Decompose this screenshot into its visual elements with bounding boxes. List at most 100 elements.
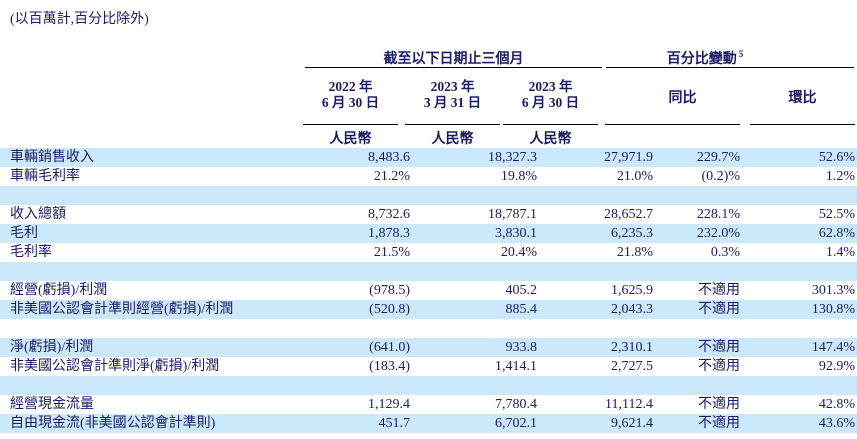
cell-value: 1,414.1 [495,359,537,374]
cell-value [537,186,653,205]
cell-value: 933.8 [505,340,538,355]
units-note: (以百萬計,百分比除外) [10,12,149,27]
cell-value [410,376,537,395]
cell-value: 不適用 [698,340,740,355]
cell-value: 21.5% [373,245,410,260]
date-line: 6 月 30 日 [321,95,380,110]
column-header-2023-06-30: 2023 年 6 月 30 日 [503,79,598,111]
table-row: 車輛銷售收入 8,483.6 18,327.3 27,971.9 229.7% 52.6% [0,148,857,167]
table-row: 車輛毛利率 21.2% 19.8% 21.0% (0.2)% 1.2% [0,167,857,186]
cell-value: 28,652.7 [604,207,653,222]
row-label: 非美國公認會計準則淨(虧損)/利潤 [10,359,220,374]
column-header-qoq: 環比 [788,91,817,106]
cell-value: 11,112.4 [605,397,653,412]
row-label: 車輛銷售收入 [10,150,94,165]
table-row: 收入總額 8,732.6 18,787.1 28,652.7 228.1% 52.5% [0,205,857,224]
cell-value: 8,732.6 [368,207,410,222]
cell-value: 不適用 [698,359,740,374]
row-label: 經營(虧損)/利潤 [10,283,108,298]
cell-value: 42.8% [818,397,855,412]
cell-value: 21.2% [373,169,410,184]
cell-value: 229.7% [696,150,740,165]
cell-value: 228.1% [696,207,740,222]
table-row: 毛利率 21.5% 20.4% 21.8% 0.3% 1.4% [0,243,857,262]
cell-value: 451.7 [378,416,411,431]
cell-value: 92.9% [818,359,855,374]
cell-value [537,376,653,395]
cell-value: (978.5) [369,283,410,298]
table-row: 非美國公認會計準則淨(虧損)/利潤 (183.4) 1,414.1 2,727.5 不適… [0,357,857,376]
cell-value: 7,780.4 [495,397,537,412]
cell-value [740,376,855,395]
cell-value: 52.5% [818,207,855,222]
spacer-row [0,262,857,281]
cell-value: 2,043.3 [611,302,653,317]
cell-value: 不適用 [698,302,740,317]
cell-value [410,319,537,338]
cell-value [303,186,410,205]
cell-value [537,319,653,338]
cell-value [303,319,410,338]
date-line: 2022 年 [328,79,373,94]
spacer-row [0,186,857,205]
cell-value: 1.4% [825,245,855,260]
cell-value [740,186,855,205]
footnote-marker: 5 [738,49,744,60]
cell-value [740,319,855,338]
row-label [0,262,303,281]
row-label [0,319,303,338]
cell-value: (183.4) [369,359,410,374]
column-rule-3 [503,124,598,125]
spacer-row [0,376,857,395]
row-label: 淨(虧損)/利潤 [10,340,94,355]
cell-value: 1.2% [825,169,855,184]
cell-value: 2,727.5 [611,359,653,374]
cell-value [740,262,855,281]
cell-value: 1,625.9 [611,283,653,298]
column-rule-2 [405,124,500,125]
column-header-2022-06-30: 2022 年 6 月 30 日 [303,79,398,111]
cell-value: 27,971.9 [604,150,653,165]
cell-value [653,186,740,205]
period-group-header: 截至以下日期止三個月 [383,52,524,67]
column-rule-5 [750,124,855,125]
cell-value [410,186,537,205]
cell-value: 43.6% [818,416,855,431]
date-line: 6 月 30 日 [521,95,580,110]
date-line: 2023 年 [430,79,475,94]
column-rule-1 [303,124,398,125]
cell-value: 不適用 [698,397,740,412]
cell-value: 6,235.3 [611,226,653,241]
cell-value [410,262,537,281]
column-header-2023-03-31: 2023 年 3 月 31 日 [405,79,500,111]
change-group-header: 百分比變動 5 [605,48,805,68]
cell-value: 130.8% [811,302,855,317]
currency-label-3: 人民幣 [529,132,572,147]
change-group-label: 百分比變動 [666,52,737,67]
cell-value: 20.4% [500,245,537,260]
cell-value: 147.4% [811,340,855,355]
date-line: 3 月 31 日 [423,95,482,110]
cell-value: 52.6% [818,150,855,165]
cell-value: 21.0% [616,169,653,184]
cell-value: 9,621.4 [611,416,653,431]
row-label: 經營現金流量 [10,397,94,412]
cell-value: 405.2 [505,283,538,298]
cell-value: 0.3% [710,245,740,260]
change-group-underline [606,67,854,68]
cell-value: 不適用 [698,283,740,298]
cell-value: 62.8% [818,226,855,241]
cell-value: 301.3% [811,283,855,298]
period-group-underline [305,67,602,68]
row-label: 毛利率 [10,245,52,260]
table-row: 非美國公認會計準則經營(虧損)/利潤 (520.8) 885.4 2,043.3 不適用… [0,300,857,319]
row-label [0,186,303,205]
cell-value: 885.4 [505,302,538,317]
table-row: 淨(虧損)/利潤 (641.0) 933.8 2,310.1 不適用 147.4% [0,338,857,357]
cell-value: 不適用 [698,416,740,431]
cell-value: 21.8% [616,245,653,260]
table-body: 車輛銷售收入 8,483.6 18,327.3 27,971.9 229.7% 52.6%… [0,148,857,433]
table-row: 自由現金流(非美國公認會計準則) 451.7 6,702.1 9,621.4 不適用 43… [0,414,857,433]
currency-label-1: 人民幣 [329,132,372,147]
cell-value [537,262,653,281]
